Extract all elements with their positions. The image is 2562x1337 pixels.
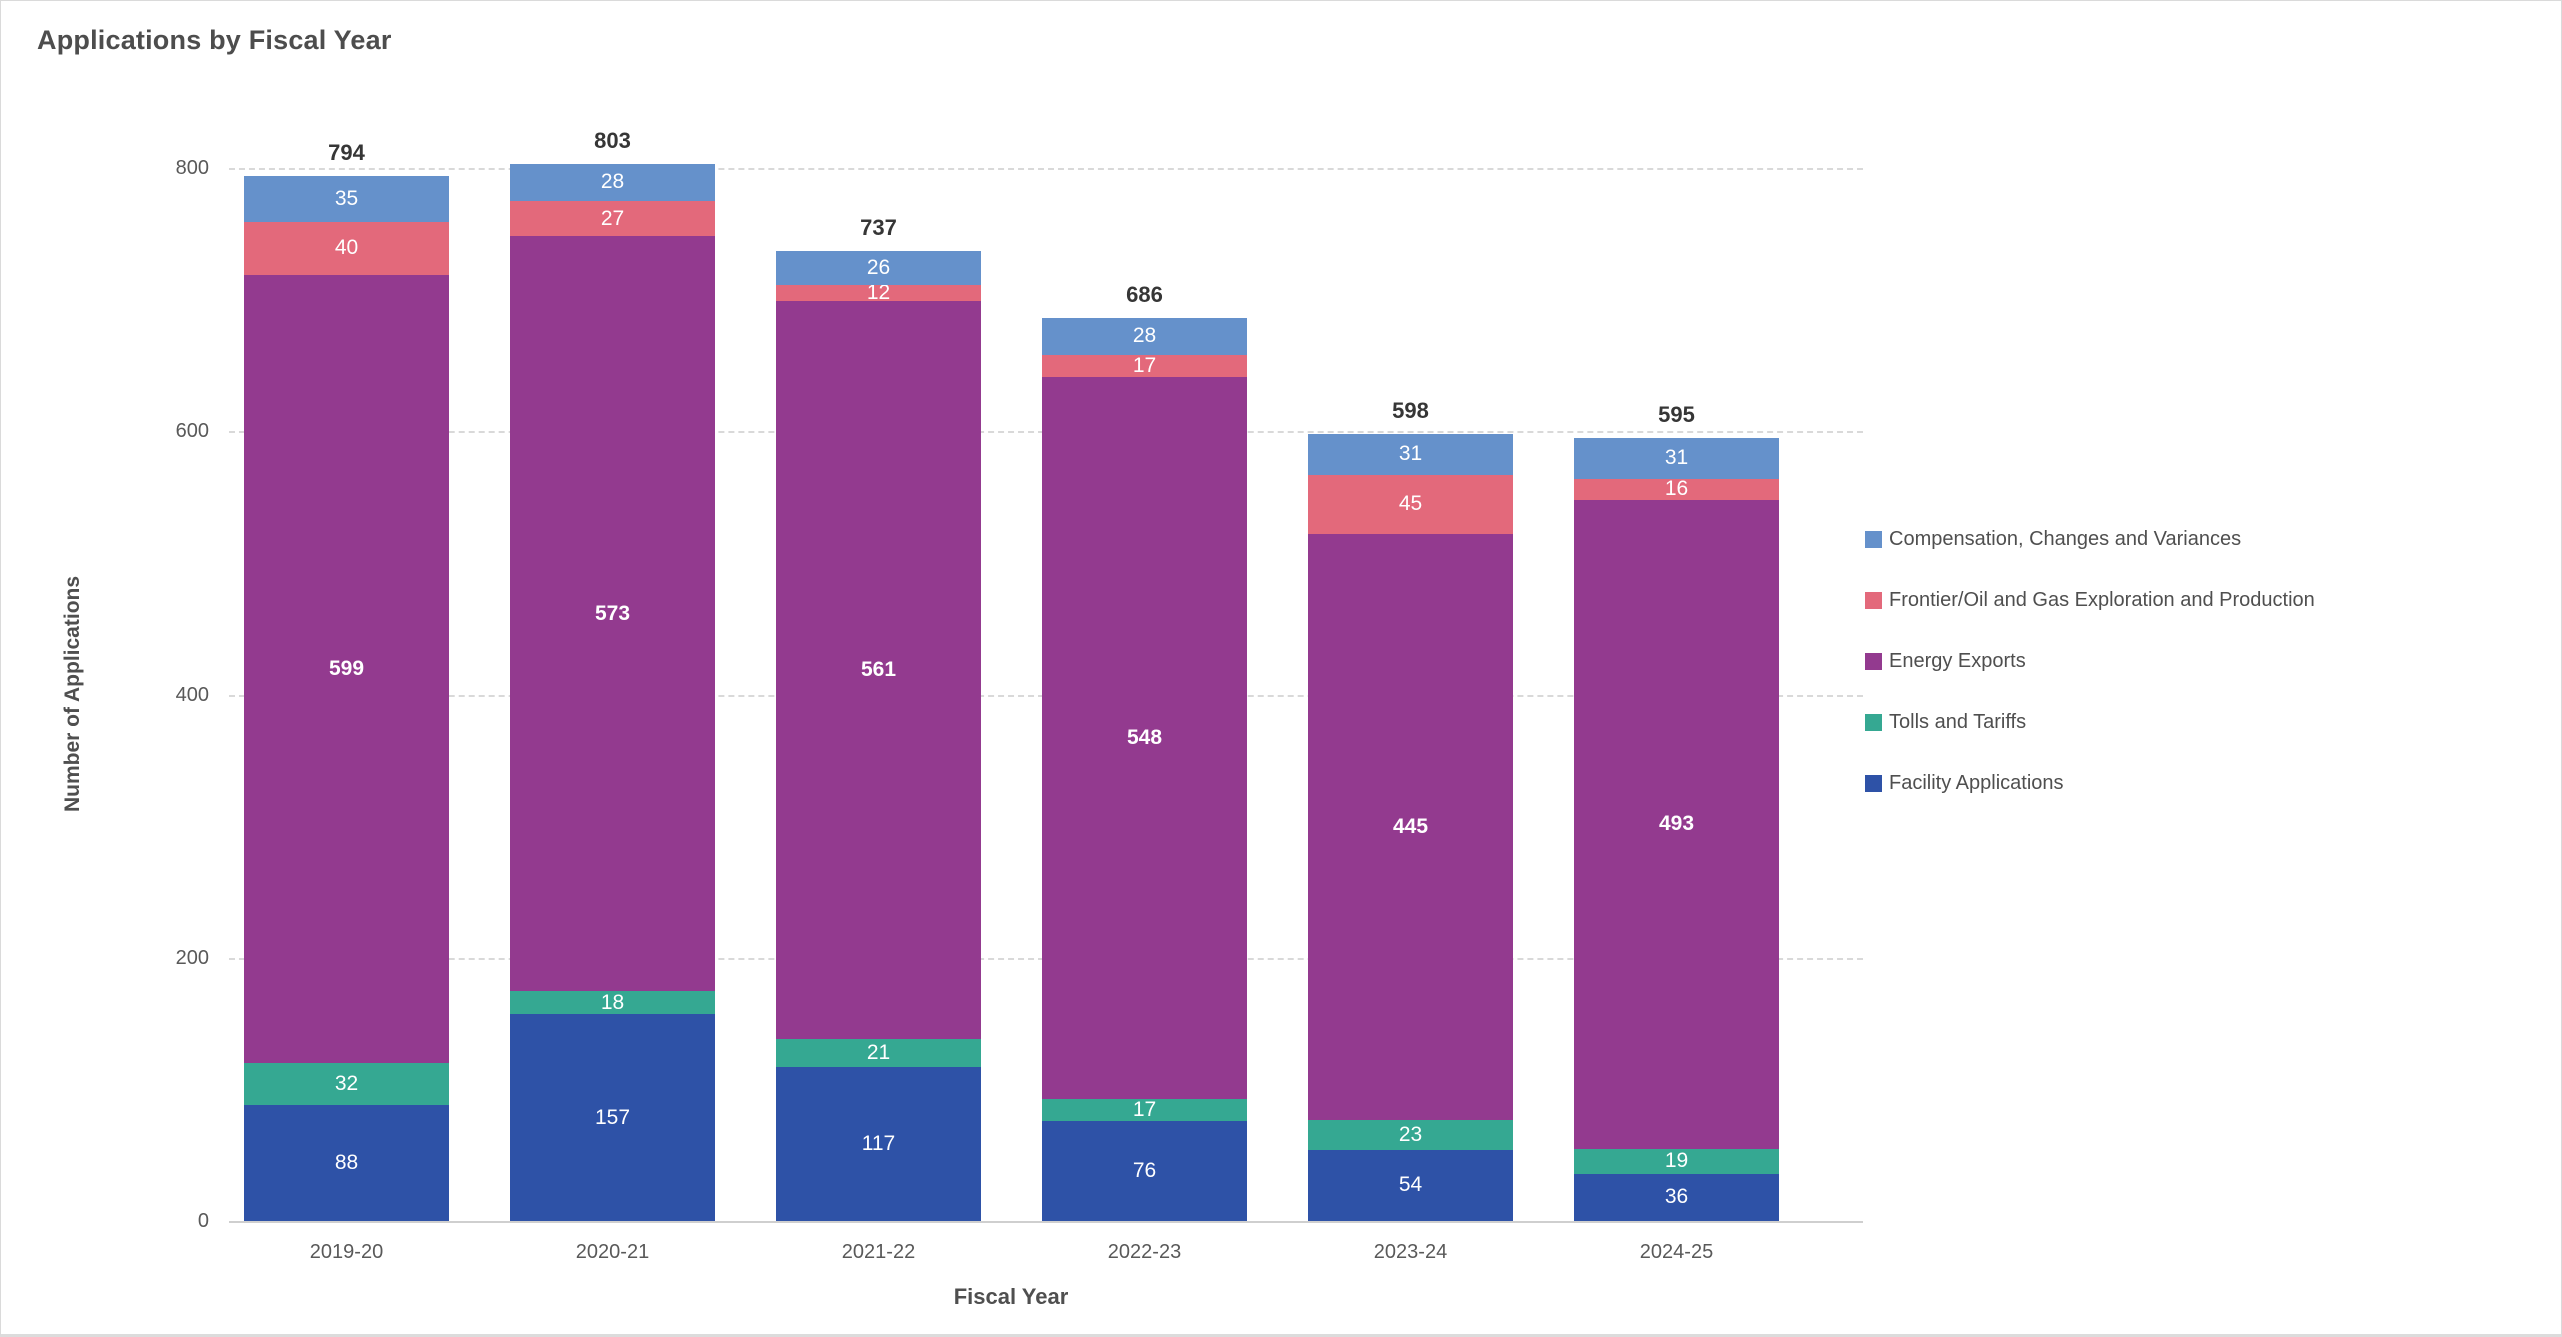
bar-segment[interactable]: 18	[510, 991, 715, 1015]
bar-segment-value: 35	[334, 186, 359, 210]
legend-label: Frontier/Oil and Gas Exploration and Pro…	[1889, 588, 2315, 611]
bar-segment-value: 31	[1664, 446, 1689, 470]
x-tick-label: 2023-24	[1373, 1241, 1448, 1263]
bar-segment[interactable]: 16	[1574, 477, 1779, 501]
bar-segment[interactable]: 157	[510, 1014, 715, 1221]
bar-segment-value: 17	[1132, 354, 1157, 378]
legend-swatch-icon	[1865, 652, 1882, 670]
legend-label: Tolls and Tariffs	[1889, 710, 2027, 733]
bar-segment-value: 16	[1664, 477, 1689, 501]
bar-segment[interactable]: 17	[1042, 354, 1247, 378]
bar-segment-value: 88	[334, 1151, 359, 1175]
bar-total-label: 598	[1392, 397, 1429, 423]
bar-segment-value: 445	[1392, 814, 1429, 838]
bar-total-label: 803	[594, 128, 631, 154]
bar-segment-value: 561	[860, 658, 897, 682]
bar-total-label: 737	[860, 214, 897, 240]
bar-segment-value: 28	[1132, 324, 1157, 348]
x-tick-label: 2019-20	[309, 1241, 384, 1263]
bar-segment[interactable]: 17	[1042, 1097, 1247, 1121]
bar-segment-value: 32	[334, 1072, 359, 1096]
legend-swatch-icon	[1865, 530, 1882, 548]
legend-label: Compensation, Changes and Variances	[1889, 527, 2242, 550]
bar-segment[interactable]: 26	[776, 250, 981, 286]
y-tick-label: 400	[175, 683, 209, 706]
bar-segment-value: 17	[1132, 1097, 1157, 1121]
bar-segment-value: 21	[866, 1041, 891, 1065]
legend-item[interactable]: Compensation, Changes and Variances	[1865, 525, 2315, 553]
bar-segment[interactable]: 31	[1574, 437, 1779, 479]
x-tick-label: 2020-21	[575, 1241, 650, 1263]
y-tick-label: 200	[175, 946, 209, 969]
bar-segment[interactable]: 548	[1042, 377, 1247, 1099]
bar-segment[interactable]: 28	[510, 164, 715, 201]
bar-segment[interactable]: 117	[776, 1066, 981, 1221]
bar-segment[interactable]: 88	[244, 1105, 449, 1221]
legend-label: Energy Exports	[1889, 649, 2026, 672]
x-tick-label: 2024-25	[1639, 1241, 1714, 1263]
bar-total-label: 794	[328, 139, 365, 165]
bar-segment[interactable]: 40	[244, 221, 449, 275]
bar-segment[interactable]: 45	[1308, 474, 1513, 534]
bar-segment[interactable]: 445	[1308, 533, 1513, 1120]
bar-segment[interactable]: 12	[776, 281, 981, 304]
bar-segment[interactable]: 35	[244, 175, 449, 222]
x-tick-label: 2021-22	[841, 1241, 916, 1263]
bar-segment[interactable]: 28	[1042, 318, 1247, 355]
gridline	[229, 168, 1863, 170]
bar-segment-value: 26	[866, 256, 891, 280]
bar-segment[interactable]: 561	[776, 300, 981, 1040]
legend-item[interactable]: Frontier/Oil and Gas Exploration and Pro…	[1865, 586, 2315, 614]
bar-segment-value: 599	[328, 656, 365, 680]
bar-segment-value: 40	[334, 236, 359, 260]
bar-segment-value: 493	[1658, 812, 1695, 836]
legend-item[interactable]: Energy Exports	[1865, 647, 2315, 675]
legend-label: Facility Applications	[1889, 771, 2064, 794]
chart-title: Applications by Fiscal Year	[37, 25, 392, 55]
legend-swatch-icon	[1865, 713, 1882, 731]
y-tick-label: 0	[197, 1210, 209, 1232]
bar-segment[interactable]: 493	[1574, 499, 1779, 1149]
bar-segment-value: 157	[594, 1105, 631, 1129]
bar-segment[interactable]: 573	[510, 236, 715, 991]
bar-segment[interactable]: 76	[1042, 1120, 1247, 1221]
bar-segment-value: 573	[594, 601, 631, 625]
legend-item[interactable]: Facility Applications	[1865, 769, 2315, 797]
y-tick-label: 600	[175, 420, 209, 443]
bar-segment-value: 23	[1398, 1122, 1423, 1146]
bar-segment[interactable]: 36	[1574, 1173, 1779, 1221]
bar-segment-value: 36	[1664, 1185, 1689, 1209]
bar-segment-value: 18	[600, 990, 625, 1014]
bar-segment[interactable]: 54	[1308, 1149, 1513, 1221]
x-tick-label: 2022-23	[1107, 1241, 1182, 1263]
bar-segment[interactable]: 23	[1308, 1119, 1513, 1150]
bar-segment-value: 19	[1664, 1149, 1689, 1173]
bar-segment[interactable]: 21	[776, 1039, 981, 1067]
bar-segment-value: 31	[1398, 442, 1423, 466]
bar-segment-value: 54	[1398, 1173, 1423, 1197]
bar-total-label: 595	[1658, 401, 1695, 427]
bar-total-label: 686	[1126, 282, 1163, 308]
x-axis-title: Fiscal Year	[953, 1284, 1069, 1309]
bar-segment-value: 27	[600, 206, 625, 230]
bar-segment[interactable]: 32	[244, 1063, 449, 1106]
legend: Compensation, Changes and Variances Front…	[1865, 525, 2315, 830]
y-tick-label: 800	[175, 157, 209, 179]
bar-segment[interactable]: 27	[510, 200, 715, 237]
bar-segment[interactable]: 19	[1574, 1148, 1779, 1174]
bar-segment[interactable]: 599	[244, 274, 449, 1064]
x-axis-baseline	[229, 1221, 1863, 1223]
bar-segment-value: 548	[1126, 725, 1163, 749]
legend-item[interactable]: Tolls and Tariffs	[1865, 708, 2315, 736]
bar-segment[interactable]: 31	[1308, 433, 1513, 475]
bar-segment-value: 76	[1132, 1158, 1157, 1182]
legend-swatch-icon	[1865, 774, 1882, 792]
legend-swatch-icon	[1865, 591, 1882, 609]
bar-segment-value: 45	[1398, 492, 1423, 516]
y-axis-title: Number of Applications	[61, 575, 84, 813]
bar-segment-value: 28	[600, 170, 625, 194]
bar-segment-value: 117	[861, 1131, 896, 1155]
